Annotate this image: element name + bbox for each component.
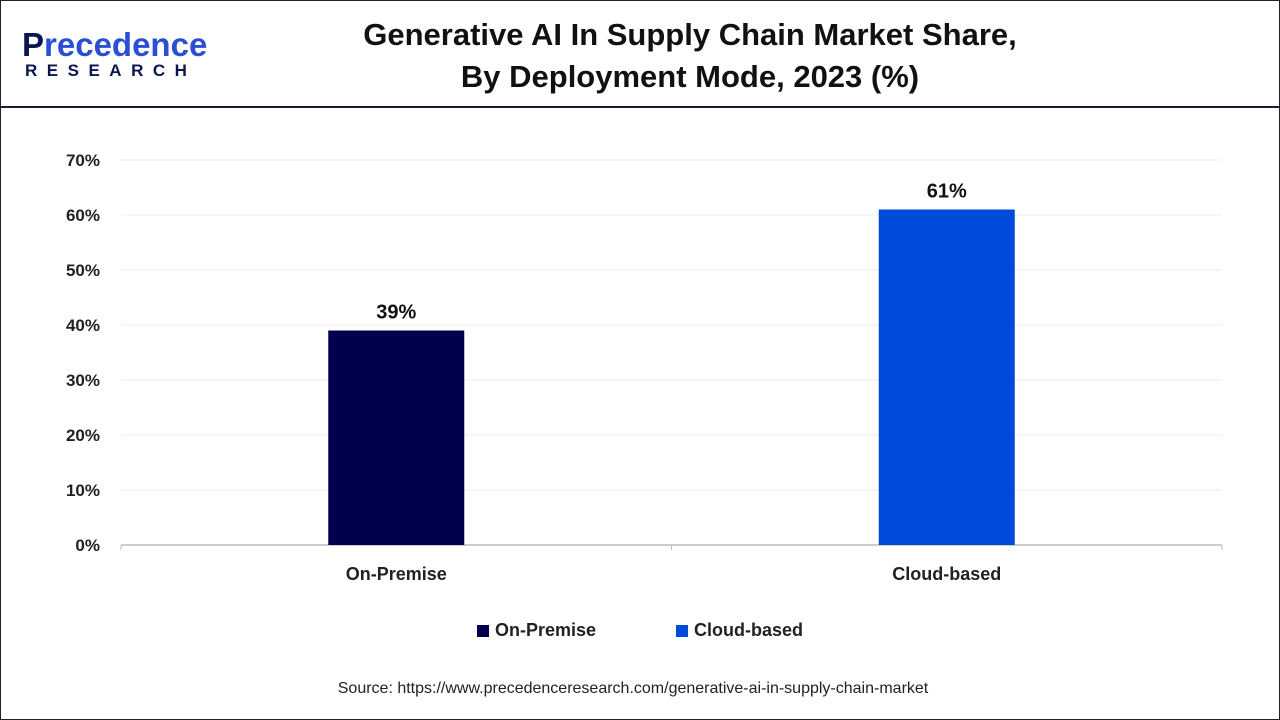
- y-tick-label: 30%: [66, 371, 100, 390]
- title-line-1: Generative AI In Supply Chain Market Sha…: [363, 17, 1017, 52]
- legend-label: Cloud-based: [694, 620, 804, 640]
- data-label: 61%: [927, 181, 967, 203]
- y-tick-label: 40%: [66, 316, 100, 335]
- y-tick-label: 60%: [66, 206, 100, 225]
- title-line-2: By Deployment Mode, 2023 (%): [460, 59, 920, 94]
- precedence-research-logo: Precedence RESEARCH: [22, 26, 208, 80]
- source-text: Source: https://www.precedenceresearch.c…: [337, 680, 929, 697]
- legend-label: On-Premise: [494, 620, 597, 640]
- legend-swatch: [676, 624, 689, 637]
- y-tick-label: 0%: [75, 536, 100, 555]
- header: Precedence RESEARCH Generative AI In Sup…: [0, 0, 1280, 108]
- x-category-label: On-Premise: [346, 564, 447, 584]
- y-tick-label: 20%: [66, 426, 100, 445]
- x-category-label: Cloud-based: [892, 564, 1001, 584]
- y-tick-label: 50%: [66, 261, 100, 280]
- data-label: 39%: [376, 302, 416, 324]
- legend-item-on-premise: On-Premise: [476, 620, 597, 641]
- legend: On-Premise Cloud-based: [0, 620, 1280, 641]
- y-tick-label: 10%: [66, 481, 100, 500]
- bar-on-premise: [328, 330, 465, 545]
- bar-cloud-based: [878, 209, 1015, 545]
- legend-swatch: [476, 624, 489, 637]
- chart-title: Generative AI In Supply Chain Market Sha…: [300, 14, 1080, 98]
- y-tick-label: 70%: [66, 151, 100, 170]
- legend-item-cloud-based: Cloud-based: [676, 620, 803, 641]
